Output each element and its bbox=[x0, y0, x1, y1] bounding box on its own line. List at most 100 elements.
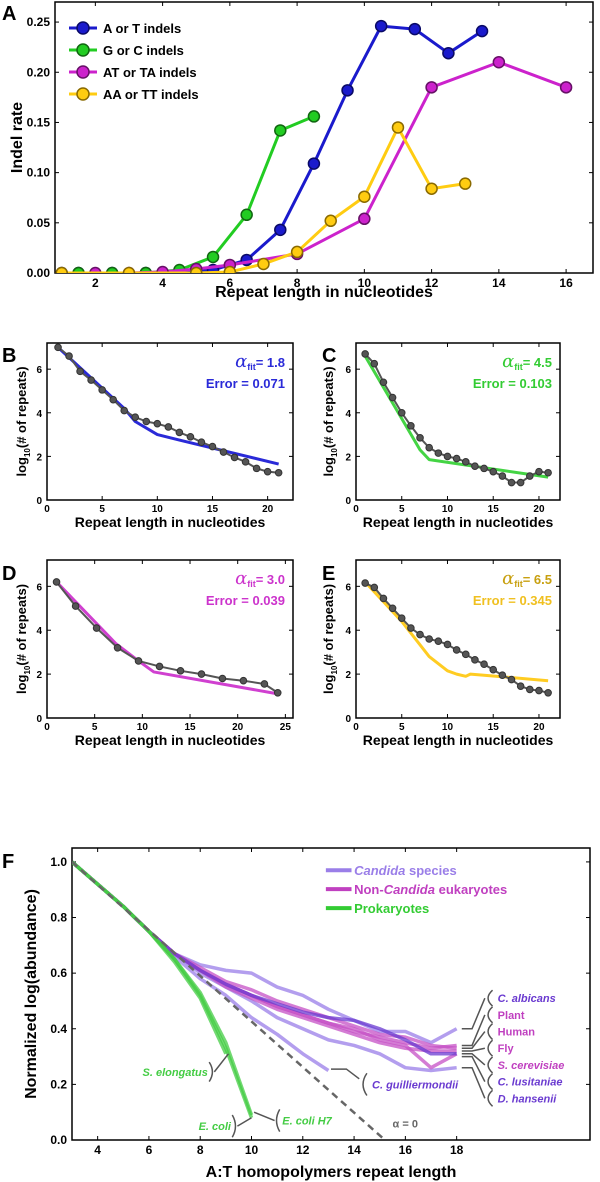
panel-label: E bbox=[322, 563, 335, 585]
data-point bbox=[223, 265, 237, 273]
curve-annotation: E. coli bbox=[199, 1121, 232, 1133]
data-point bbox=[507, 478, 516, 487]
x-tick-label: 18 bbox=[450, 1143, 464, 1157]
data-point bbox=[492, 55, 506, 69]
panel-a: A 2 4 6 8 10 12 14 16 0.00 0.05 0.10 0.15 0.20 0.25 Rep… bbox=[2, 1, 594, 301]
data-point bbox=[197, 670, 206, 678]
data-point bbox=[407, 624, 415, 632]
label-connector bbox=[461, 1039, 494, 1057]
y-tick-label: 2 bbox=[36, 452, 42, 463]
alpha-fit-label: αfit= 6.5 bbox=[502, 568, 552, 589]
data-point bbox=[388, 604, 397, 613]
series-line--0 bbox=[72, 860, 386, 1140]
curve-annotation: Plant bbox=[498, 1010, 525, 1022]
y-tick-label: 4 bbox=[345, 626, 351, 637]
data-point bbox=[252, 464, 261, 473]
x-tick-label: 5 bbox=[399, 722, 405, 733]
data-point bbox=[239, 676, 248, 685]
data-point bbox=[122, 266, 136, 273]
data-point bbox=[189, 266, 203, 273]
y-tick-label: 0.0 bbox=[50, 1133, 67, 1147]
series-group bbox=[54, 343, 283, 477]
data-point bbox=[54, 343, 62, 352]
data-point bbox=[273, 688, 282, 697]
data-point bbox=[230, 453, 239, 462]
legend-label: Candida species bbox=[354, 863, 457, 878]
y-axis-label: log10(# of repeats) bbox=[14, 584, 32, 694]
y-tick-label: 0.15 bbox=[27, 115, 51, 129]
label-connector bbox=[208, 1053, 230, 1083]
error-label: Error = 0.071 bbox=[206, 376, 285, 391]
label-connector bbox=[461, 989, 494, 1030]
data-point bbox=[461, 650, 470, 659]
y-tick-label: 6 bbox=[36, 365, 42, 376]
x-tick-label: 5 bbox=[92, 722, 98, 733]
x-tick-label: 2 bbox=[92, 276, 99, 290]
data-point bbox=[461, 458, 470, 466]
data-point bbox=[370, 359, 379, 368]
data-point bbox=[397, 408, 406, 417]
x-tick-label: 15 bbox=[488, 722, 500, 733]
y-axis-label: Normalized log(abundance) bbox=[23, 889, 40, 1099]
data-point bbox=[257, 257, 270, 271]
x-tick-label: 10 bbox=[152, 504, 164, 515]
x-tick-label: 15 bbox=[184, 722, 196, 733]
x-tick-label: 10 bbox=[442, 504, 454, 515]
data-point bbox=[379, 378, 388, 387]
data-point bbox=[109, 395, 117, 404]
data-point bbox=[370, 583, 379, 592]
label-connector bbox=[231, 1114, 252, 1138]
label-connector bbox=[253, 1109, 281, 1133]
y-axis-label: log10(# of repeats) bbox=[321, 366, 339, 476]
data-point bbox=[307, 157, 321, 170]
x-axis-label: Repeat length in nucleotides bbox=[75, 732, 266, 748]
data-point bbox=[374, 19, 388, 33]
legend-label: A or T indels bbox=[103, 21, 181, 36]
panel-label: C bbox=[322, 345, 336, 367]
panel-label: B bbox=[2, 345, 16, 367]
y-tick-label: 0.00 bbox=[27, 266, 51, 280]
data-point bbox=[358, 212, 371, 226]
panel-label: F bbox=[2, 851, 14, 873]
data-point bbox=[290, 245, 304, 259]
legend-label: Non-Candida eukaryotes bbox=[354, 882, 507, 897]
data-point bbox=[480, 660, 488, 669]
y-tick-label: 0.2 bbox=[50, 1077, 67, 1091]
curve-annotation: Human bbox=[498, 1027, 536, 1039]
x-tick-label: 15 bbox=[207, 504, 219, 515]
data-point bbox=[452, 646, 461, 654]
y-tick-label: 1.0 bbox=[50, 855, 67, 869]
x-tick-label: 12 bbox=[296, 1143, 310, 1157]
x-tick-label: 20 bbox=[262, 504, 274, 515]
series-group bbox=[72, 860, 458, 1140]
data-point bbox=[274, 468, 283, 477]
y-tick-label: 6 bbox=[345, 365, 351, 376]
curve-annotation: C. albicans bbox=[498, 993, 556, 1005]
data-point bbox=[425, 81, 438, 94]
y-tick-label: 0 bbox=[345, 496, 351, 507]
data-point bbox=[164, 423, 173, 431]
x-axis-label: Repeat length in nucleotides bbox=[363, 732, 554, 748]
data-point bbox=[274, 223, 287, 237]
data-point bbox=[526, 472, 534, 480]
curve-annotation: α = 0 bbox=[393, 1118, 418, 1130]
data-point bbox=[131, 413, 140, 421]
data-point bbox=[76, 367, 84, 376]
data-point bbox=[498, 671, 507, 680]
y-tick-label: 0.05 bbox=[27, 216, 51, 230]
data-point bbox=[443, 640, 452, 649]
x-tick-label: 25 bbox=[280, 722, 292, 733]
legend-marker bbox=[76, 87, 90, 101]
data-point bbox=[52, 578, 61, 586]
y-tick-label: 0.6 bbox=[50, 966, 67, 980]
data-point bbox=[458, 177, 472, 190]
x-tick-label: 6 bbox=[146, 1143, 153, 1157]
data-point bbox=[206, 250, 220, 264]
x-tick-label: 4 bbox=[94, 1143, 101, 1157]
y-tick-label: 0.4 bbox=[50, 1022, 67, 1036]
y-tick-label: 2 bbox=[345, 670, 351, 681]
label-connector bbox=[461, 1053, 494, 1074]
data-point bbox=[176, 667, 185, 675]
x-tick-label: 15 bbox=[488, 504, 500, 515]
panel-c: C 0 5 10 15 20 0 2 4 6 Repeat length in nucleotide… bbox=[321, 342, 561, 530]
